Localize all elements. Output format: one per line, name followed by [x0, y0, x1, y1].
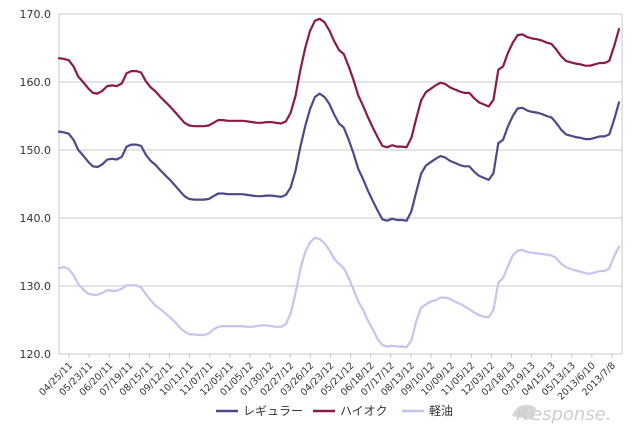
watermark-text: esponse. — [531, 404, 611, 425]
y-tick-label: 130.0 — [20, 280, 52, 293]
series-line — [57, 17, 621, 149]
series-line — [57, 92, 621, 222]
legend-label: 軽油 — [429, 404, 453, 418]
series-lines — [57, 17, 621, 349]
y-tick-label: 120.0 — [20, 348, 52, 361]
watermark-logo: R esponse. — [512, 404, 611, 425]
y-tick-label: 150.0 — [20, 144, 52, 157]
y-axis-ticks: 120.0 130.0 140.0 150.0 160.0 170.0 — [20, 8, 52, 361]
legend-label: ハイオク — [340, 404, 388, 418]
legend: レギュラー ハイオク 軽油 — [216, 404, 453, 418]
watermark-swoosh — [512, 404, 536, 420]
y-tick-label: 140.0 — [20, 212, 52, 225]
y-tick-label: 170.0 — [20, 8, 52, 21]
y-tick-label: 160.0 — [20, 76, 52, 89]
watermark-logo-letter: R — [516, 404, 529, 425]
series-line — [57, 236, 621, 349]
gridlines — [58, 13, 623, 355]
legend-label: レギュラー — [243, 404, 303, 418]
